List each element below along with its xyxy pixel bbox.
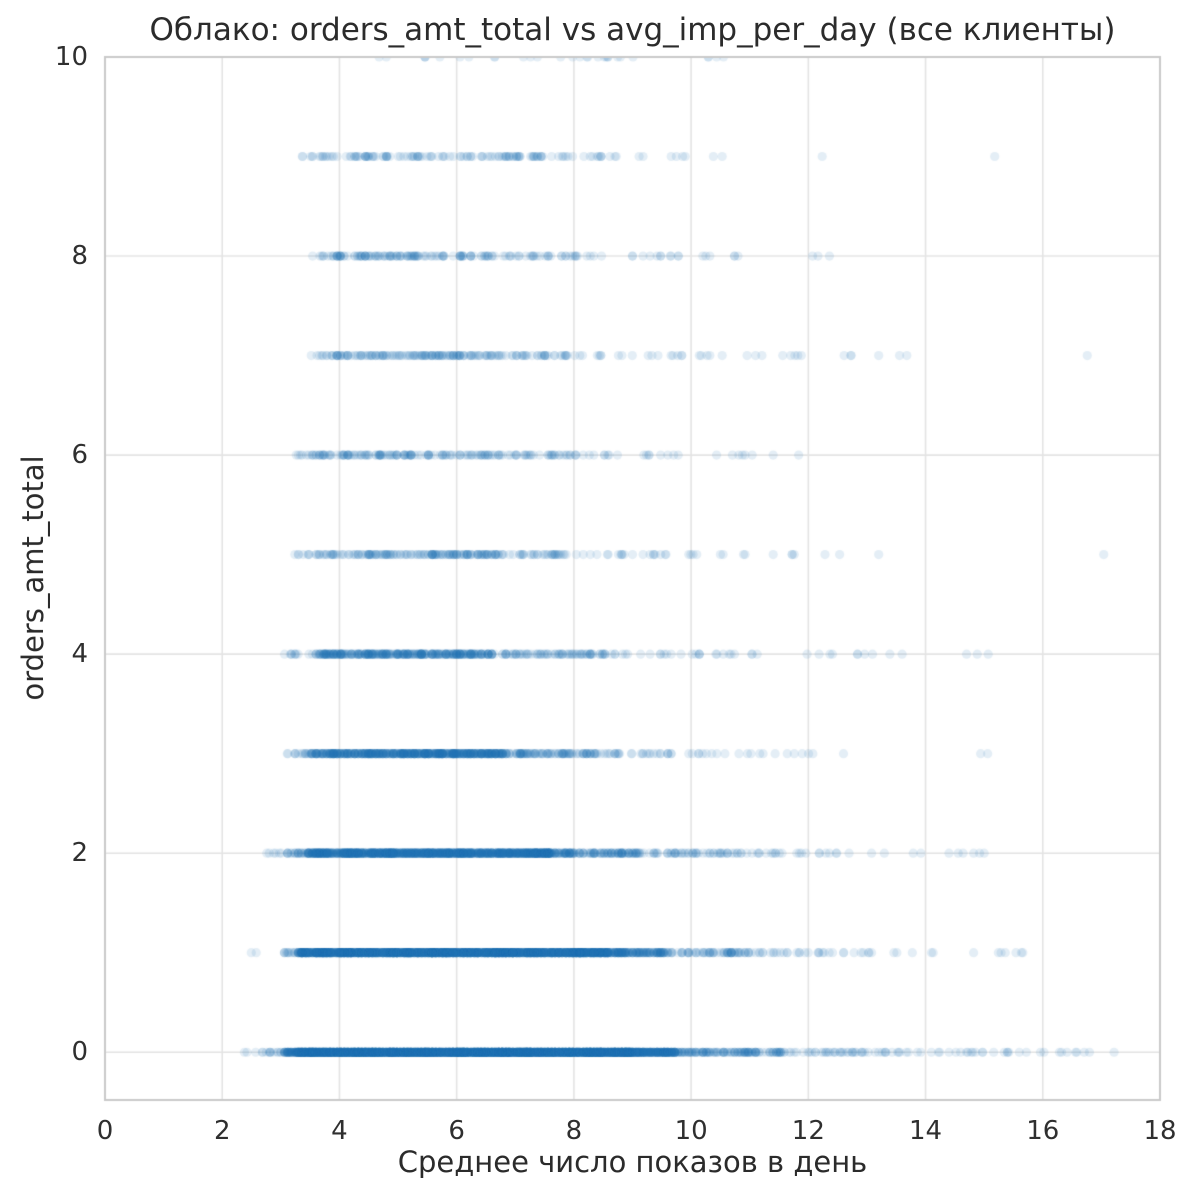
y-tick-label: 6 [71, 440, 88, 471]
y-tick-label: 4 [71, 639, 88, 670]
x-tick-label: 0 [96, 1116, 114, 1146]
y-tick-label: 8 [71, 241, 88, 272]
x-tick-label: 6 [448, 1116, 465, 1146]
x-tick-label: 10 [674, 1116, 708, 1146]
y-tick-label: 10 [54, 42, 88, 72]
x-tick-label: 2 [213, 1116, 231, 1146]
chart-title: Облако: orders_amt_total vs avg_imp_per_… [149, 12, 1116, 48]
y-tick-label: 2 [71, 838, 88, 869]
x-tick-label: 18 [1143, 1116, 1177, 1146]
x-axis-label: Среднее число показов в день [397, 1145, 868, 1179]
x-tick-label: 8 [565, 1116, 583, 1146]
x-tick-label: 16 [1026, 1116, 1060, 1146]
y-tick-label: 0 [71, 1037, 88, 1068]
x-tick-label: 14 [909, 1116, 943, 1146]
x-tick-label: 4 [331, 1116, 348, 1146]
x-tick-label: 12 [791, 1116, 825, 1146]
